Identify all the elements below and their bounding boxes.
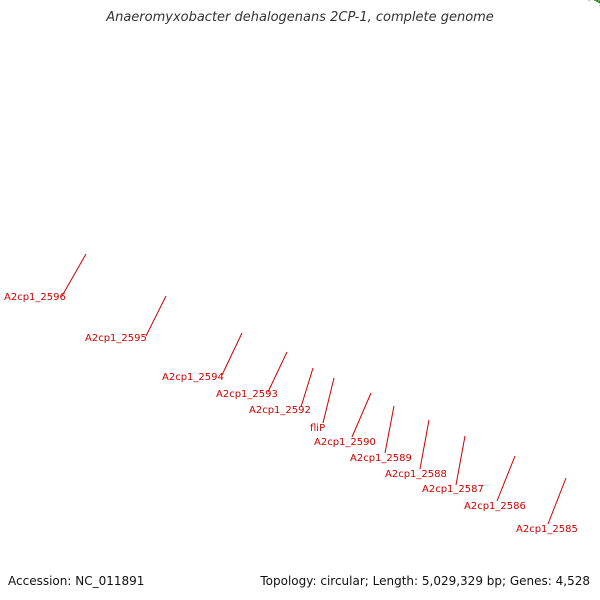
gene-label[interactable]: fliP	[310, 423, 325, 434]
ruler-minor-tick	[593, 0, 596, 2]
label-leader-line	[221, 332, 243, 376]
label-leader-line	[61, 253, 87, 297]
label-leader-line	[322, 377, 335, 424]
genome-backbone	[41, 0, 600, 91]
label-leader-line	[455, 435, 466, 486]
accession-text: Accession: NC_011891	[8, 574, 145, 588]
label-leader-line	[419, 419, 430, 470]
gene-label[interactable]: A2cp1_2595	[85, 333, 147, 344]
gene-label[interactable]: A2cp1_2586	[464, 501, 526, 512]
gene-label[interactable]: A2cp1_2587	[422, 484, 484, 495]
label-leader-line	[384, 405, 395, 454]
label-leader-line	[145, 295, 167, 337]
label-leader-line	[547, 477, 567, 525]
gene-label[interactable]: A2cp1_2585	[516, 524, 578, 535]
inner-ruler	[588, 0, 600, 7]
gene-label[interactable]: A2cp1_2589	[350, 453, 412, 464]
backbone-highlight	[41, 0, 600, 91]
label-leader-line	[300, 367, 314, 408]
map-title: Anaeromyxobacter dehalogenans 2CP-1, com…	[106, 10, 494, 25]
gene-labels: A2cp1_2596 A2cp1_2595 A2cp1_2594 A2cp1_2593…	[4, 292, 578, 535]
ruler-minor-tick	[595, 0, 599, 3]
gene-label[interactable]: A2cp1_2590	[314, 437, 376, 448]
outer-ruler	[52, 0, 600, 45]
gene-label[interactable]: A2cp1_2593	[216, 389, 278, 400]
gene-label[interactable]: A2cp1_2594	[162, 372, 224, 383]
label-leader-line	[496, 455, 516, 502]
genome-summary-text: Topology: circular; Length: 5,029,329 bp…	[260, 574, 590, 588]
backbone-arc	[41, 0, 600, 90]
label-leader-line	[267, 351, 288, 393]
gene-label[interactable]: A2cp1_2592	[249, 405, 311, 416]
gene-label[interactable]: A2cp1_2588	[385, 469, 447, 480]
label-leader-line	[351, 392, 372, 438]
label-leaders	[61, 253, 567, 525]
gene-label[interactable]: A2cp1_2596	[4, 292, 66, 303]
